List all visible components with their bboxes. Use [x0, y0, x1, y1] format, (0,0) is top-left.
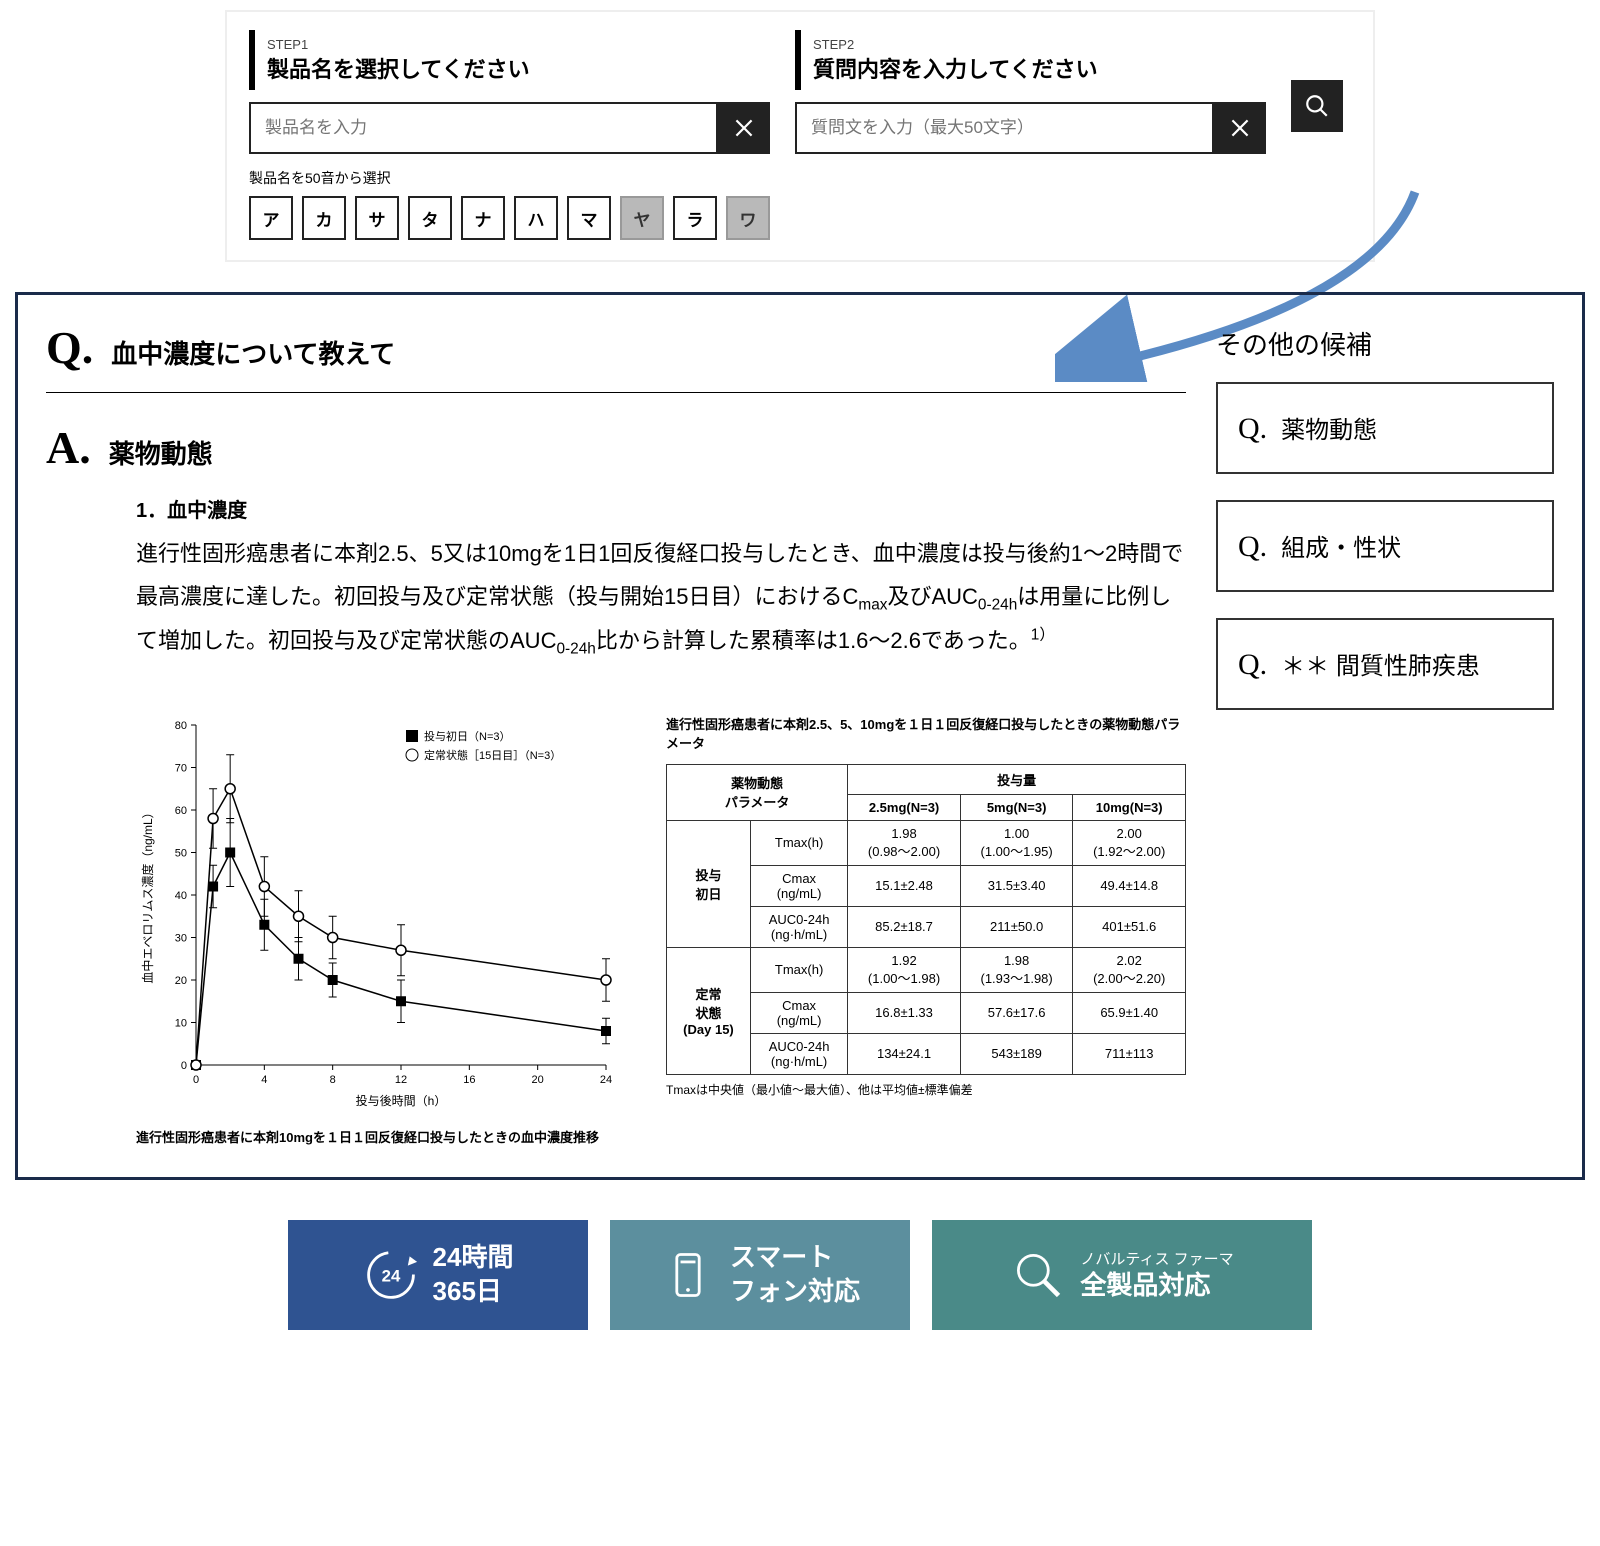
candidate-item[interactable]: Q.＊＊ 間質性肺疾患 — [1216, 618, 1554, 710]
badge-24-365: 24 24時間 365日 — [288, 1220, 588, 1330]
clock-24-icon: 24 — [363, 1247, 419, 1303]
badge3-line: 全製品対応 — [1080, 1269, 1233, 1303]
pk-table: 薬物動態パラメータ投与量2.5mg(N=3)5mg(N=3)10mg(N=3)投… — [666, 764, 1186, 1075]
gojuon-row: アカサタナハマヤラワ — [249, 196, 770, 240]
badge2-line2: フォン対応 — [730, 1276, 860, 1306]
svg-text:24: 24 — [600, 1074, 612, 1086]
answer-title: 薬物動態 — [109, 434, 213, 471]
candidates-title: その他の候補 — [1216, 325, 1554, 362]
step2-label: STEP2 — [813, 37, 1098, 52]
gojuon-button[interactable]: マ — [567, 196, 611, 240]
badge1-line1: 24時間 — [433, 1242, 514, 1272]
svg-text:投与初日（N=3）: 投与初日（N=3） — [424, 729, 511, 743]
svg-text:0: 0 — [193, 1074, 199, 1086]
badge-smartphone: スマート フォン対応 — [610, 1220, 910, 1330]
svg-text:80: 80 — [175, 720, 187, 732]
gojuon-button: ワ — [726, 196, 770, 240]
svg-text:24: 24 — [381, 1267, 400, 1286]
svg-text:20: 20 — [532, 1074, 544, 1086]
svg-text:30: 30 — [175, 932, 187, 944]
step2: STEP2 質問内容を入力してください — [795, 30, 1266, 154]
svg-text:50: 50 — [175, 847, 187, 859]
search-button[interactable] — [1291, 80, 1343, 132]
question-input[interactable] — [795, 102, 1214, 154]
gojuon-button: ヤ — [620, 196, 664, 240]
step1-label: STEP1 — [267, 37, 530, 52]
result-panel: Q. 血中濃度について教えて A. 薬物動態 1．血中濃度 進行性固形癌患者に本… — [15, 292, 1585, 1180]
svg-text:16: 16 — [463, 1074, 475, 1086]
step1-title: 製品名を選択してください — [267, 52, 530, 84]
svg-text:0: 0 — [181, 1060, 187, 1072]
badge3-top: ノバルティス ファーマ — [1080, 1248, 1233, 1269]
svg-text:定常状態［15日目］（N=3）: 定常状態［15日目］（N=3） — [424, 748, 561, 762]
badge1-line2: 365日 — [433, 1276, 502, 1306]
svg-text:60: 60 — [175, 805, 187, 817]
svg-text:4: 4 — [261, 1074, 267, 1086]
table-footnote: Tmaxは中央値（最小値〜最大値）、他は平均値±標準偏差 — [666, 1081, 1186, 1098]
feature-badges: 24 24時間 365日 スマート フォン対応 ノバルティス ファーマ 全製品対… — [0, 1220, 1600, 1330]
question-text: 血中濃度について教えて — [111, 334, 395, 371]
svg-text:10: 10 — [175, 1017, 187, 1029]
clear-product-button[interactable] — [718, 102, 770, 154]
badge2-line1: スマート — [730, 1242, 833, 1272]
gojuon-label: 製品名を50音から選択 — [249, 168, 770, 188]
candidate-item[interactable]: Q.組成・性状 — [1216, 500, 1554, 592]
svg-text:70: 70 — [175, 762, 187, 774]
svg-text:8: 8 — [330, 1074, 336, 1086]
answer-prefix: A. — [46, 421, 91, 474]
svg-text:12: 12 — [395, 1074, 407, 1086]
gojuon-button[interactable]: サ — [355, 196, 399, 240]
svg-text:40: 40 — [175, 890, 187, 902]
chart-caption: 進行性固形癌患者に本剤10mgを１日１回反復経口投与したときの血中濃度推移 — [136, 1128, 616, 1148]
gojuon-button[interactable]: タ — [408, 196, 452, 240]
svg-text:20: 20 — [175, 975, 187, 987]
badge-all-products: ノバルティス ファーマ 全製品対応 — [932, 1220, 1312, 1330]
gojuon-button[interactable]: カ — [302, 196, 346, 240]
pk-chart: 0 10 20 30 40 50 60 70 80 0 4 8 12 16 20 24 投与後時間（h） 血中エベ… — [136, 715, 616, 1148]
svg-text:血中エベロリムス濃度（ng/mL）: 血中エベロリムス濃度（ng/mL） — [140, 806, 155, 983]
gojuon-button[interactable]: ハ — [514, 196, 558, 240]
question-prefix: Q. — [46, 321, 93, 374]
table-title: 進行性固形癌患者に本剤2.5、5、10mgを１日１回反復経口投与したときの薬物動… — [666, 715, 1186, 754]
gojuon-button[interactable]: ナ — [461, 196, 505, 240]
step1: STEP1 製品名を選択してください 製品名を50音から選択 アカサタナハマヤラ… — [249, 30, 770, 240]
svg-text:投与後時間（h）: 投与後時間（h） — [356, 1093, 447, 1108]
magnifier-icon — [1010, 1247, 1066, 1303]
gojuon-button[interactable]: ラ — [673, 196, 717, 240]
pk-table-box: 進行性固形癌患者に本剤2.5、5、10mgを１日１回反復経口投与したときの薬物動… — [666, 715, 1186, 1148]
answer-paragraph: 進行性固形癌患者に本剤2.5、5又は10mgを1日1回反復経口投与したとき、血中… — [136, 533, 1186, 665]
step2-title: 質問内容を入力してください — [813, 52, 1098, 84]
smartphone-icon — [660, 1247, 716, 1303]
gojuon-button[interactable]: ア — [249, 196, 293, 240]
answer-section-heading: 1．血中濃度 — [136, 494, 1186, 523]
product-name-input[interactable] — [249, 102, 718, 154]
clear-question-button[interactable] — [1214, 102, 1266, 154]
candidate-item[interactable]: Q.薬物動態 — [1216, 382, 1554, 474]
